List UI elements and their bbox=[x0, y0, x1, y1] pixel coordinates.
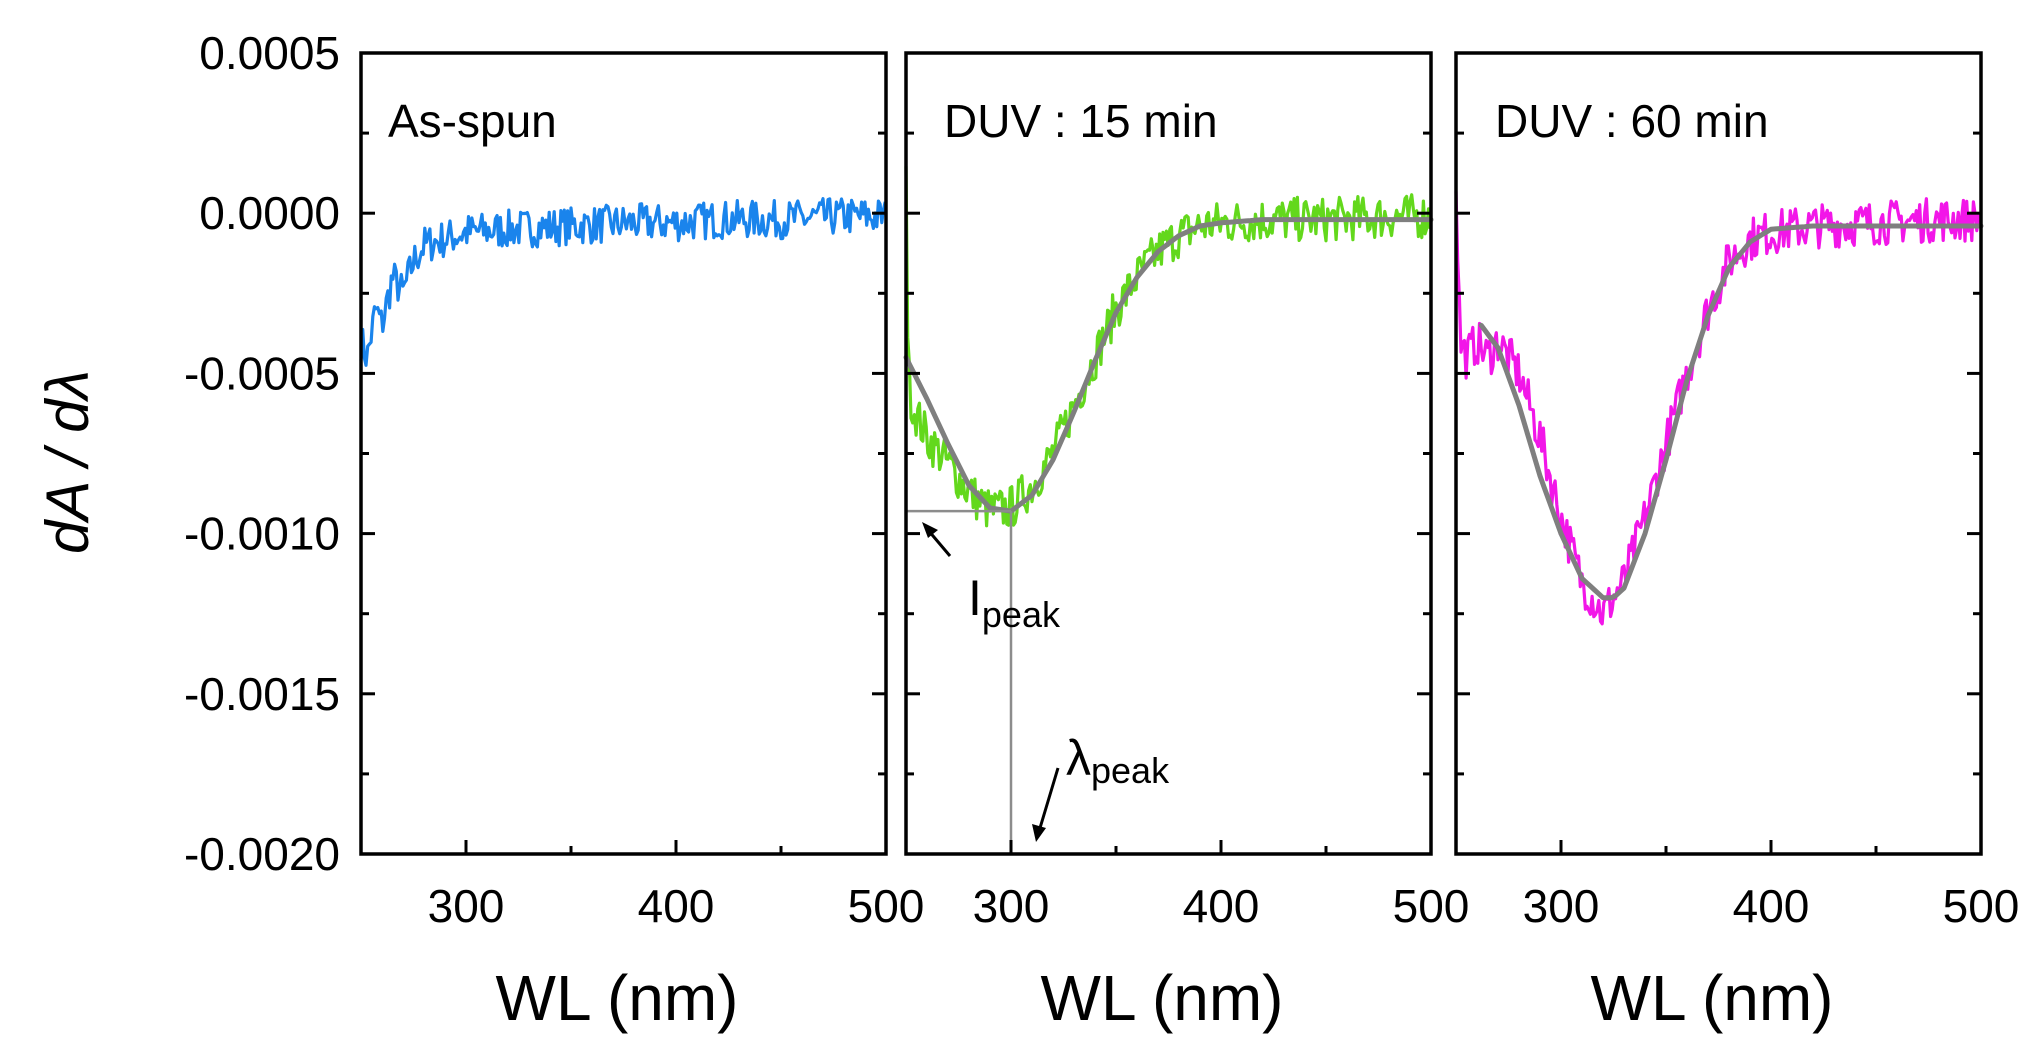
y-tick-labels: 0.0005 0.0000 -0.0005 -0.0010 -0.0015 -0.0020 bbox=[184, 27, 340, 880]
x-axis-title: WL (nm) bbox=[496, 962, 739, 1034]
lambda-peak-symbol: λ bbox=[1066, 730, 1091, 786]
panel-duv-15-min: DUV : 15 min WL (nm) 300 400 500 bbox=[903, 51, 1470, 1034]
lambda-peak-label: λpeak bbox=[1066, 730, 1170, 791]
x-tick-label: 400 bbox=[1183, 880, 1260, 932]
peak-annotations: Ipeak λpeak bbox=[922, 522, 1170, 842]
lambda-peak-arrow-shaft bbox=[1038, 767, 1060, 829]
x-axis-title: WL (nm) bbox=[1591, 962, 1834, 1034]
i-peak-subscript: peak bbox=[982, 594, 1061, 635]
y-tick-label: -0.0020 bbox=[184, 828, 340, 880]
lambda-peak-arrowhead bbox=[1032, 824, 1046, 842]
y-tick-label: 0.0005 bbox=[199, 27, 340, 79]
x-tick-label: 300 bbox=[973, 880, 1050, 932]
x-tick-label: 500 bbox=[1393, 880, 1470, 932]
x-tick-label: 400 bbox=[1733, 880, 1810, 932]
y-tick-label: -0.0015 bbox=[184, 668, 340, 720]
i-peak-arrowhead bbox=[922, 522, 938, 538]
panel-label-as-spun: As-spun bbox=[388, 95, 557, 147]
panel-label-duv-15-min: DUV : 15 min bbox=[944, 95, 1218, 147]
plot-frame bbox=[359, 51, 888, 856]
i-peak-label: Ipeak bbox=[968, 570, 1061, 635]
data-series-line bbox=[359, 197, 887, 367]
fit-curve-line bbox=[1478, 223, 1984, 601]
panel-as-spun: As-spun WL (nm) 300 400 500 bbox=[359, 51, 925, 1034]
y-tick-label: -0.0010 bbox=[184, 508, 340, 560]
panel-label-duv-60-min: DUV : 60 min bbox=[1495, 95, 1769, 147]
fit-curve-line bbox=[903, 217, 1434, 514]
y-tick-label: 0.0000 bbox=[199, 187, 340, 239]
y-axis-title: dA / dλ bbox=[34, 370, 101, 554]
x-tick-label: 500 bbox=[1943, 880, 2020, 932]
svg-text:Ipeak: Ipeak bbox=[968, 570, 1061, 635]
plot-frame bbox=[904, 51, 1433, 856]
lambda-peak-subscript: peak bbox=[1091, 750, 1170, 791]
y-tick-label: -0.0005 bbox=[184, 347, 340, 399]
x-tick-label: 300 bbox=[1523, 880, 1600, 932]
x-tick-label: 300 bbox=[428, 880, 505, 932]
x-tick-label: 500 bbox=[848, 880, 925, 932]
panel-duv-60-min: DUV : 60 min WL (nm) 300 400 500 bbox=[1454, 51, 2020, 1034]
i-peak-symbol: I bbox=[968, 570, 982, 626]
data-series-line bbox=[1454, 191, 1982, 626]
x-axis-title: WL (nm) bbox=[1041, 962, 1284, 1034]
svg-text:λpeak: λpeak bbox=[1066, 730, 1170, 791]
x-tick-label: 400 bbox=[638, 880, 715, 932]
